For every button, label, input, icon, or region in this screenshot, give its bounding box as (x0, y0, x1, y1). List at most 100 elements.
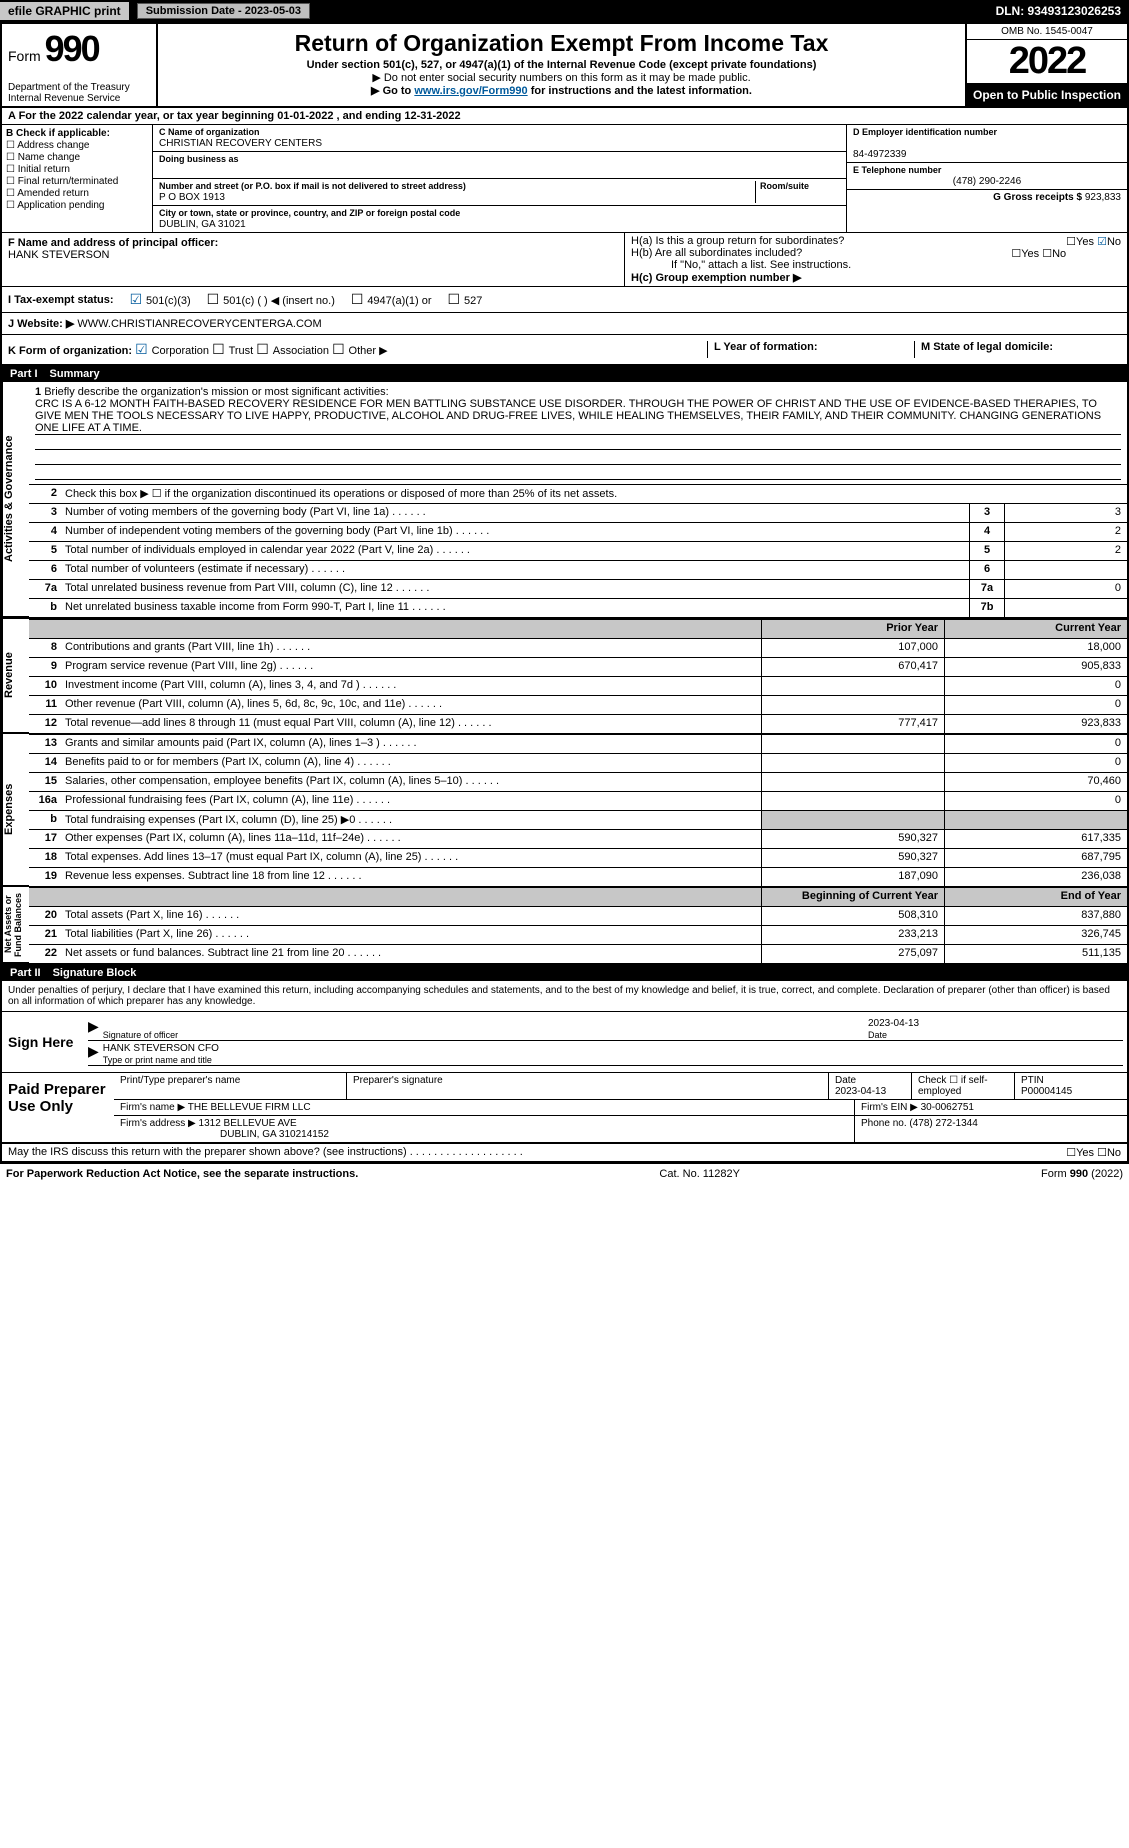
header-right: OMB No. 1545-0047 2022 Open to Public In… (965, 24, 1127, 106)
section-activities-governance: Activities & Governance 1 Briefly descri… (2, 382, 1127, 619)
line-18: 18Total expenses. Add lines 13–17 (must … (29, 848, 1127, 867)
ptin-value: P00004145 (1021, 1086, 1072, 1097)
h-a-label: H(a) Is this a group return for subordin… (631, 235, 844, 247)
line-16a: 16aProfessional fundraising fees (Part I… (29, 791, 1127, 810)
chk-app-pending[interactable]: Application pending (6, 200, 148, 211)
header-mid: Return of Organization Exempt From Incom… (158, 24, 965, 106)
org-name-label: C Name of organization (159, 127, 260, 137)
h-b-label: H(b) Are all subordinates included? (631, 247, 802, 259)
firm-ein-label: Firm's EIN ▶ (861, 1102, 918, 1113)
hdr-eoy: End of Year (944, 888, 1127, 906)
submission-date-btn[interactable]: Submission Date - 2023-05-03 (137, 3, 310, 19)
line-19: 19Revenue less expenses. Subtract line 1… (29, 867, 1127, 886)
efile-label: efile GRAPHIC print (0, 2, 129, 20)
sig-officer-label: Signature of officer (103, 1030, 178, 1040)
col-b-checkboxes: B Check if applicable: Address change Na… (2, 125, 153, 232)
city-value: DUBLIN, GA 31021 (159, 219, 246, 230)
line-9: 9Program service revenue (Part VIII, lin… (29, 657, 1127, 676)
prep-date: 2023-04-13 (835, 1086, 886, 1097)
gross-label: G Gross receipts $ (993, 192, 1082, 203)
chk-corp[interactable]: Corporation (135, 345, 209, 357)
sig-date: 2023-04-13 (868, 1018, 919, 1029)
ein-value: 84-4972339 (853, 149, 906, 160)
ptin-label: PTIN (1021, 1075, 1044, 1086)
chk-other[interactable]: Other ▶ (332, 345, 387, 357)
line-2: 2Check this box ▶ ☐ if the organization … (29, 484, 1127, 503)
chk-trust[interactable]: Trust (212, 345, 253, 357)
subtitle-2: ▶ Do not enter social security numbers o… (166, 71, 957, 84)
address-value: P O BOX 1913 (159, 192, 225, 203)
section-revenue: Revenue Prior Year Current Year 8Contrib… (2, 619, 1127, 734)
mission-blank-2 (35, 450, 1121, 465)
row-bcdefg: B Check if applicable: Address change Na… (2, 125, 1127, 233)
chk-501c[interactable]: 501(c) ( ) ◀ (insert no.) (207, 291, 335, 308)
prep-self-emp[interactable]: Check ☐ if self-employed (912, 1073, 1015, 1099)
chk-initial-return[interactable]: Initial return (6, 164, 148, 175)
tel-value: (478) 290-2246 (853, 176, 1121, 187)
footer-left: For Paperwork Reduction Act Notice, see … (6, 1168, 358, 1180)
line-14: 14Benefits paid to or for members (Part … (29, 753, 1127, 772)
part-2-header: Part II Signature Block (2, 965, 1127, 981)
gross-value: 923,833 (1085, 192, 1121, 203)
org-name: CHRISTIAN RECOVERY CENTERS (159, 138, 322, 149)
hdr-boy: Beginning of Current Year (761, 888, 944, 906)
prep-sig-label: Preparer's signature (347, 1073, 829, 1099)
discuss-row: May the IRS discuss this return with the… (2, 1144, 1127, 1162)
line-3: 3Number of voting members of the governi… (29, 503, 1127, 522)
header-left: Form 990 Department of the Treasury Inte… (2, 24, 158, 106)
vtab-net-assets: Net Assets or Fund Balances (2, 887, 29, 963)
principal-officer: F Name and address of principal officer:… (2, 233, 624, 286)
part-1-title: Summary (50, 368, 100, 380)
omb-number: OMB No. 1545-0047 (967, 24, 1127, 40)
mission-label: Briefly describe the organization's miss… (44, 386, 388, 398)
website-value: WWW.CHRISTIANRECOVERYCENTERGA.COM (77, 318, 321, 330)
section-net-assets: Net Assets or Fund Balances Beginning of… (2, 887, 1127, 965)
chk-4947[interactable]: 4947(a)(1) or (351, 291, 432, 308)
chk-final-return[interactable]: Final return/terminated (6, 176, 148, 187)
line-4: 4Number of independent voting members of… (29, 522, 1127, 541)
line-20: 20Total assets (Part X, line 16)508,3108… (29, 906, 1127, 925)
officer-label: F Name and address of principal officer: (8, 237, 218, 249)
page-footer: For Paperwork Reduction Act Notice, see … (0, 1164, 1129, 1184)
part-1-header: Part I Summary (2, 366, 1127, 382)
hdr-prior-year: Prior Year (761, 620, 944, 638)
chk-name-change[interactable]: Name change (6, 152, 148, 163)
paid-preparer-row: Paid Preparer Use Only Print/Type prepar… (2, 1073, 1127, 1144)
chk-address-change[interactable]: Address change (6, 140, 148, 151)
firm-phone: (478) 272-1344 (909, 1118, 977, 1129)
top-bar: efile GRAPHIC print Submission Date - 20… (0, 0, 1129, 22)
form-org-label: K Form of organization: (8, 345, 132, 357)
prep-name-label: Print/Type preparer's name (114, 1073, 347, 1099)
chk-527[interactable]: 527 (448, 291, 483, 308)
tax-status-label: I Tax-exempt status: (8, 294, 114, 306)
penalty-statement: Under penalties of perjury, I declare th… (2, 981, 1127, 1012)
mission-text: CRC IS A 6-12 MONTH FAITH-BASED RECOVERY… (35, 398, 1121, 435)
line-7a: 7aTotal unrelated business revenue from … (29, 579, 1127, 598)
row-f-h: F Name and address of principal officer:… (2, 233, 1127, 287)
line-6: 6Total number of volunteers (estimate if… (29, 560, 1127, 579)
col-deg: D Employer identification number 84-4972… (846, 125, 1127, 232)
chk-501c3[interactable]: 501(c)(3) (130, 291, 191, 308)
firm-ein: 30-0062751 (921, 1102, 974, 1113)
group-return: H(a) Is this a group return for subordin… (624, 233, 1127, 286)
irs-link[interactable]: www.irs.gov/Form990 (414, 85, 527, 97)
prep-date-label: Date (835, 1075, 856, 1086)
firm-name: THE BELLEVUE FIRM LLC (188, 1102, 311, 1113)
vtab-activities: Activities & Governance (2, 382, 29, 617)
firm-addr2: DUBLIN, GA 310214152 (120, 1129, 329, 1140)
row-k-lm: K Form of organization: Corporation Trus… (2, 335, 1127, 366)
dba-label: Doing business as (159, 154, 239, 164)
line-b: bNet unrelated business taxable income f… (29, 598, 1127, 617)
line-11: 11Other revenue (Part VIII, column (A), … (29, 695, 1127, 714)
sig-arrow-1 (88, 1018, 103, 1040)
firm-addr: 1312 BELLEVUE AVE (199, 1118, 297, 1129)
tax-year: 2022 (967, 40, 1127, 84)
chk-assoc[interactable]: Association (256, 345, 329, 357)
sig-name: HANK STEVERSON CFO (103, 1043, 219, 1054)
line-10: 10Investment income (Part VIII, column (… (29, 676, 1127, 695)
subtitle-1: Under section 501(c), 527, or 4947(a)(1)… (166, 59, 957, 71)
officer-name: HANK STEVERSON (8, 249, 109, 261)
chk-amended[interactable]: Amended return (6, 188, 148, 199)
mission-blank-3 (35, 465, 1121, 480)
sig-arrow-2 (88, 1043, 103, 1065)
